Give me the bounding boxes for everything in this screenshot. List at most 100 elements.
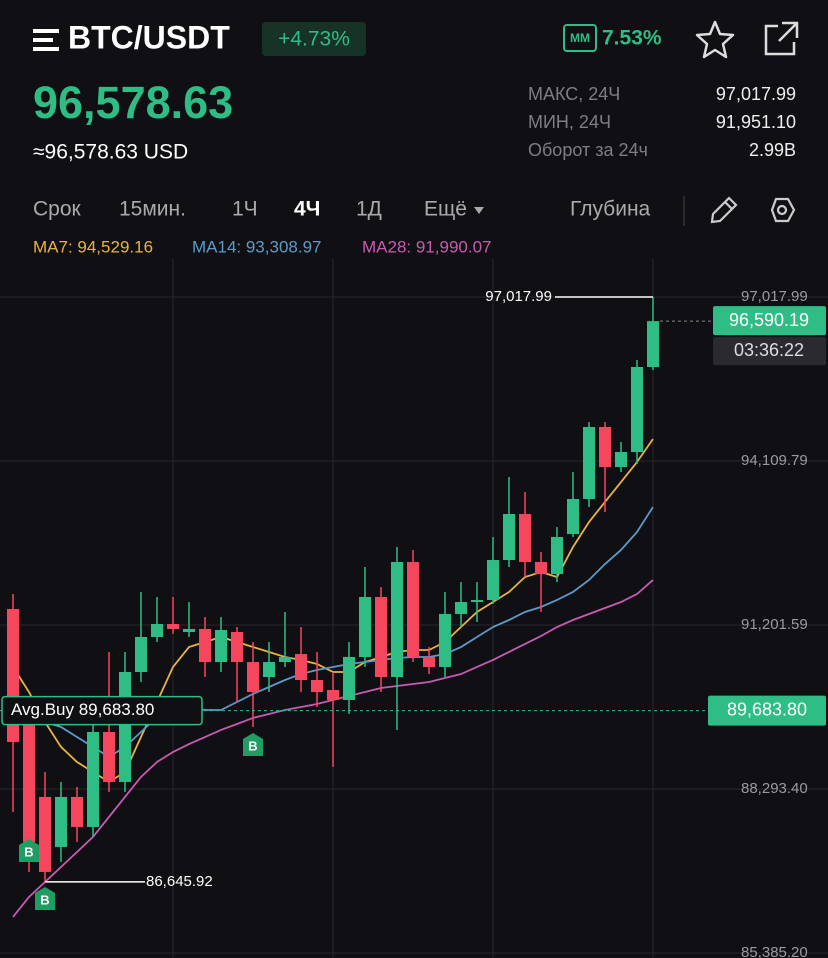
y-tick-label: 88,293.40 <box>741 780 808 797</box>
candle-body <box>455 602 467 614</box>
timeframe-tab[interactable]: Срок <box>33 198 82 221</box>
candle-body <box>23 722 35 842</box>
symbol[interactable]: BTC/USDT <box>68 19 230 55</box>
price: 96,578.63 <box>33 77 233 128</box>
candle-body <box>71 796 83 827</box>
stat-value: 2.99B <box>749 140 796 160</box>
avg-buy-value: 89,683.80 <box>727 699 807 719</box>
buy-marker-label: B <box>248 738 257 753</box>
stat-label: МАКС, 24Ч <box>528 84 620 104</box>
timeframe-tab[interactable]: 4Ч <box>294 198 320 221</box>
buy-marker <box>19 839 39 862</box>
countdown-tag <box>713 337 826 366</box>
candle-body <box>119 672 131 782</box>
stat-label: МИН, 24Ч <box>528 112 611 132</box>
icon-bar <box>33 47 59 51</box>
last-price-tag <box>713 306 826 336</box>
candle-body <box>183 628 195 633</box>
buy-marker <box>243 733 263 756</box>
depth-tab[interactable]: Глубина <box>570 198 651 221</box>
ma-legend: MA7: 94,529.16 MA14: 93,308.97 MA28: 91,99… <box>33 237 491 256</box>
candle-body <box>439 613 451 667</box>
candle-body <box>87 731 99 827</box>
candle-body <box>55 796 67 847</box>
share-arrow <box>778 21 799 42</box>
stat-label: Оборот за 24ч <box>528 140 648 160</box>
timeframe-tab[interactable]: 1Ч <box>232 198 258 221</box>
ma-legend-item: MA28: 91,990.07 <box>362 237 491 256</box>
settings-icon[interactable] <box>770 197 796 223</box>
avg-buy-box <box>1 695 203 726</box>
candle-body <box>199 628 211 663</box>
candle-body <box>151 624 163 637</box>
candle-body <box>343 657 355 700</box>
candle-body <box>39 796 51 872</box>
chart: 97,017.99 94,109.79 91,201.59 88,293.40 85,3… <box>0 258 828 958</box>
last-price: 96,590.19 <box>729 310 809 330</box>
change-badge <box>262 22 366 56</box>
draw-icon[interactable] <box>710 196 738 224</box>
settings-hex <box>770 197 796 223</box>
timeframe-tab[interactable]: Ещё <box>424 198 467 221</box>
share-box <box>764 24 796 56</box>
y-tick-label: 85,385.20 <box>741 944 808 958</box>
candle-body <box>135 636 147 673</box>
dropdown-arrow <box>474 207 484 214</box>
candle-body <box>247 662 259 693</box>
candle-body <box>295 654 307 681</box>
candle-body <box>535 561 547 574</box>
avg-buy-tag <box>708 695 826 726</box>
timeframe-tab[interactable]: 15мин. <box>119 198 186 221</box>
countdown: 03:36:22 <box>734 340 804 360</box>
candle-body <box>551 537 563 574</box>
candle-body <box>567 499 579 535</box>
buy-marker-label: B <box>40 892 49 907</box>
candle-body <box>471 599 483 603</box>
timeframe-tab[interactable]: 1Д <box>356 198 382 221</box>
candle-body <box>359 597 371 658</box>
price-usd: ≈96,578.63 USD <box>33 141 188 164</box>
candle-body <box>279 657 291 663</box>
mm-badge-box <box>563 24 597 52</box>
candle-body <box>167 624 179 629</box>
candle-body <box>519 514 531 562</box>
menu-icon[interactable] <box>33 29 59 51</box>
candle-body <box>231 632 243 663</box>
high-label: 97,017.99 <box>485 288 552 305</box>
stats: МАКС, 24Ч 97,017.99 МИН, 24Ч 91,951.10 Оборо… <box>528 84 796 160</box>
candle-body <box>503 514 515 561</box>
candle-body <box>375 597 387 678</box>
candle-body <box>263 662 275 678</box>
stat-value: 91,951.10 <box>716 112 796 132</box>
candle-body <box>423 657 435 667</box>
candle-body <box>487 560 499 600</box>
candle-body <box>391 561 403 678</box>
candle-body <box>631 366 643 453</box>
change: +4.73% <box>278 28 350 51</box>
mm-value: 7.53% <box>602 27 662 50</box>
buy-marker-label: B <box>24 844 33 859</box>
y-tick-label: 94,109.79 <box>741 452 808 469</box>
low-label: 86,645.92 <box>146 873 213 890</box>
candle-body <box>407 561 419 658</box>
y-tick-label: 91,201.59 <box>741 616 808 633</box>
share-icon[interactable] <box>764 21 799 56</box>
icon-bar <box>33 29 59 33</box>
ma-legend-item: MA14: 93,308.97 <box>192 237 321 256</box>
mm-badge: MM <box>570 31 590 45</box>
candle-body <box>103 731 115 782</box>
candle-body <box>583 426 595 500</box>
tabs: Срок 15мин. 1Ч 4Ч 1Д Ещё <box>33 198 484 221</box>
favorite-icon[interactable] <box>695 20 735 59</box>
candle-body <box>215 629 227 663</box>
ma-legend-item: MA7: 94,529.16 <box>33 237 153 256</box>
candle-body <box>311 680 323 693</box>
avg-buy-label: Avg.Buy 89,683.80 <box>11 700 154 719</box>
y-tick-label: 97,017.99 <box>741 288 808 305</box>
candle-body <box>599 426 611 468</box>
buy-marker <box>35 887 55 910</box>
stat-value: 97,017.99 <box>716 84 796 104</box>
candle-body <box>615 452 627 468</box>
